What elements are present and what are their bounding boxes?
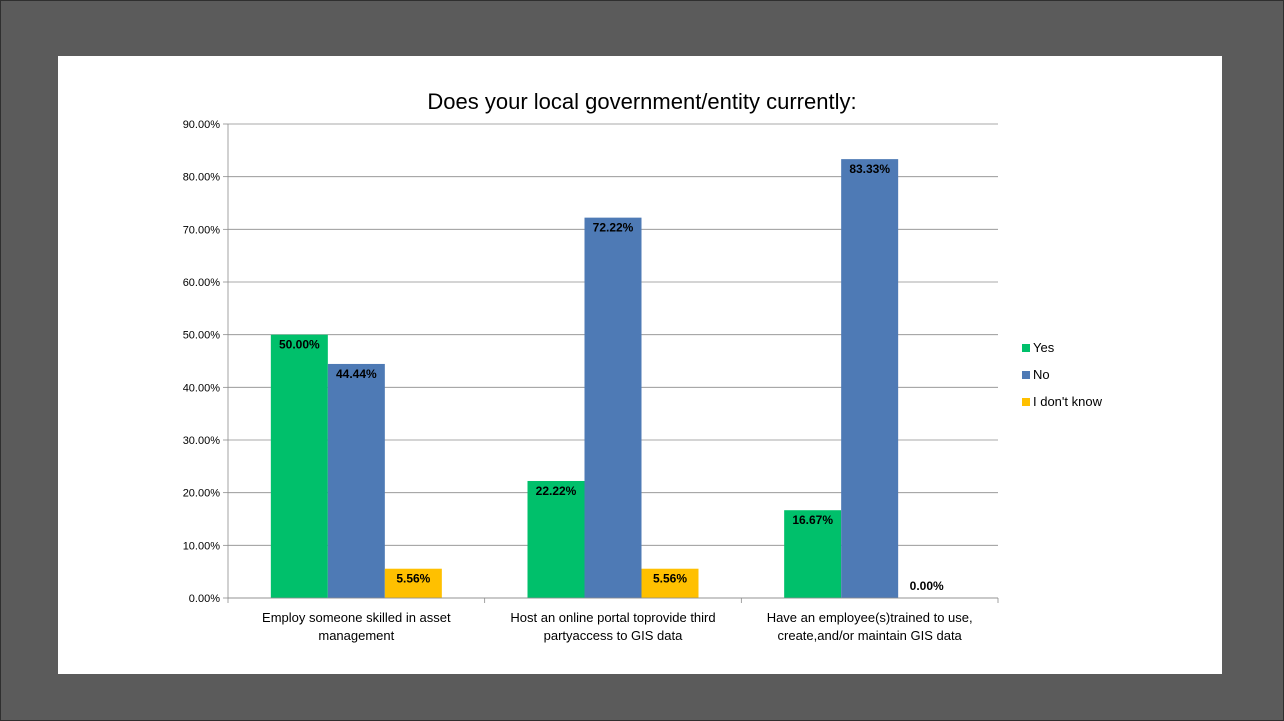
y-tick-label: 0.00% xyxy=(189,593,220,605)
y-tick-label: 20.00% xyxy=(183,488,221,500)
bar-no-1 xyxy=(584,217,642,598)
chart-title: Does your local government/entity curren… xyxy=(427,89,856,114)
legend: Yes No I don't know xyxy=(1022,340,1103,409)
legend-label: No xyxy=(1033,367,1050,382)
x-category-label: Employ someone skilled in asset managemen… xyxy=(262,610,451,643)
y-axis: 0.00% 10.00% 20.00% 30.00% 40.00% 50.00% 60.00… xyxy=(183,119,229,605)
bar-i-don-t-know-0 xyxy=(384,568,442,598)
data-label: 83.33% xyxy=(849,162,890,176)
data-label: 44.44% xyxy=(336,367,377,381)
bar-i-don-t-know-1 xyxy=(641,568,699,598)
data-labels: 50.00% 44.44% 5.56% 22.22% 72.22% 5.56% 16.67%… xyxy=(279,162,944,593)
legend-swatch xyxy=(1022,371,1030,379)
data-label: 0.00% xyxy=(910,579,944,593)
y-tick-label: 60.00% xyxy=(183,277,221,289)
data-label: 22.22% xyxy=(536,484,577,498)
y-tick-label: 50.00% xyxy=(183,330,221,342)
legend-swatch xyxy=(1022,344,1030,352)
data-label: 16.67% xyxy=(792,513,833,527)
legend-swatch xyxy=(1022,398,1030,406)
data-label: 5.56% xyxy=(653,572,687,586)
y-tick-label: 30.00% xyxy=(183,435,221,447)
legend-label: I don't know xyxy=(1033,394,1103,409)
y-tick-label: 10.00% xyxy=(183,540,221,552)
data-label: 5.56% xyxy=(396,572,430,586)
y-tick-label: 80.00% xyxy=(183,172,221,184)
legend-label: Yes xyxy=(1033,340,1055,355)
y-tick-label: 70.00% xyxy=(183,224,221,236)
bar-no-0 xyxy=(327,363,385,598)
bar-no-2 xyxy=(841,159,899,598)
y-tick-label: 90.00% xyxy=(183,119,221,131)
y-tick-label: 40.00% xyxy=(183,382,221,394)
x-axis: Employ someone skilled in asset managemen… xyxy=(227,597,999,643)
data-label: 50.00% xyxy=(279,338,320,352)
bar-yes-2 xyxy=(784,510,842,598)
bar-yes-0 xyxy=(270,334,328,598)
slide-canvas: Does your local government/entity curren… xyxy=(58,56,1222,674)
x-category-label: Host an online portal toprovide third par… xyxy=(510,610,715,643)
x-category-label: Have an employee(s)trained to use, create… xyxy=(767,610,973,643)
data-label: 72.22% xyxy=(593,221,634,235)
bar-yes-1 xyxy=(527,480,585,598)
bars xyxy=(270,159,899,598)
bar-chart: Does your local government/entity curren… xyxy=(183,89,1103,643)
